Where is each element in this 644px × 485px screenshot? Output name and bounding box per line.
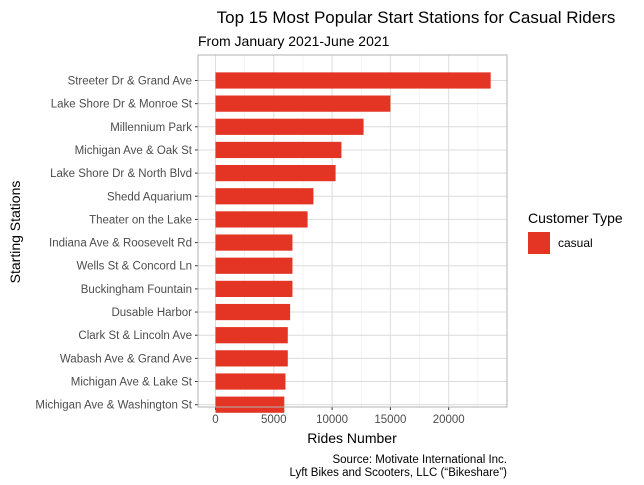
y-category-label: Wells St & Concord Ln bbox=[77, 261, 192, 273]
bar-8 bbox=[215, 234, 293, 251]
y-category-label: Dusable Harbor bbox=[111, 307, 192, 319]
y-category-label: Clark St & Lincoln Ave bbox=[78, 330, 192, 342]
bar-11 bbox=[215, 303, 291, 321]
legend-title: Customer Type bbox=[528, 210, 623, 226]
x-tick-label: 5000 bbox=[261, 414, 287, 426]
bar-10 bbox=[215, 280, 293, 297]
legend: Customer Type casual bbox=[528, 210, 623, 254]
y-axis-labels: Streeter Dr & Grand Ave Lake Shore Dr & M… bbox=[35, 75, 192, 411]
caption-source: Source: Motivate International Inc. bbox=[332, 454, 507, 466]
panel-background bbox=[198, 55, 507, 407]
x-tick-label: 0 bbox=[212, 414, 218, 426]
x-tick-label: 15000 bbox=[374, 414, 406, 426]
chart-subtitle: From January 2021-June 2021 bbox=[198, 33, 390, 49]
x-tick-label: 10000 bbox=[316, 414, 348, 426]
x-axis-labels: 0 5000 10000 15000 20000 bbox=[212, 414, 464, 426]
plot-panel bbox=[195, 54, 508, 413]
legend-key-casual bbox=[528, 232, 550, 254]
bar-1 bbox=[215, 72, 491, 89]
y-category-label: Lake Shore Dr & Monroe St bbox=[51, 99, 193, 111]
chart-title: Top 15 Most Popular Start Stations for C… bbox=[217, 8, 616, 27]
y-category-label: Lake Shore Dr & North Blvd bbox=[50, 168, 192, 180]
y-axis-title: Starting Stations bbox=[7, 181, 23, 284]
x-axis-title: Rides Number bbox=[307, 430, 397, 446]
y-category-label: Michigan Ave & Oak St bbox=[75, 145, 193, 157]
y-category-label: Buckingham Fountain bbox=[81, 284, 192, 296]
y-category-label: Millennium Park bbox=[110, 122, 192, 134]
bar-3 bbox=[215, 118, 364, 135]
bar-4 bbox=[215, 141, 342, 159]
bar-7 bbox=[215, 211, 308, 228]
bar-2 bbox=[215, 95, 391, 112]
x-tick-label: 20000 bbox=[433, 414, 465, 426]
y-category-label: Michigan Ave & Washington St bbox=[35, 400, 192, 412]
bar-6 bbox=[215, 188, 314, 205]
bar-15 bbox=[215, 396, 285, 413]
y-category-label: Indiana Ave & Roosevelt Rd bbox=[49, 238, 192, 250]
y-category-label: Streeter Dr & Grand Ave bbox=[68, 75, 192, 87]
bar-13 bbox=[215, 350, 288, 367]
bar-14 bbox=[215, 373, 286, 390]
y-category-label: Shedd Aquarium bbox=[107, 191, 192, 203]
bar-9 bbox=[215, 257, 293, 274]
legend-label-casual: casual bbox=[558, 236, 593, 250]
panel-border bbox=[197, 54, 508, 408]
y-category-label: Wabash Ave & Grand Ave bbox=[60, 353, 192, 365]
caption-provider: Lyft Bikes and Scooters, LLC (“Bikeshare… bbox=[289, 467, 507, 479]
bar-5 bbox=[215, 165, 336, 182]
bar-12 bbox=[215, 327, 288, 344]
y-category-label: Michigan Ave & Lake St bbox=[71, 377, 193, 389]
y-category-label: Theater on the Lake bbox=[89, 214, 192, 226]
